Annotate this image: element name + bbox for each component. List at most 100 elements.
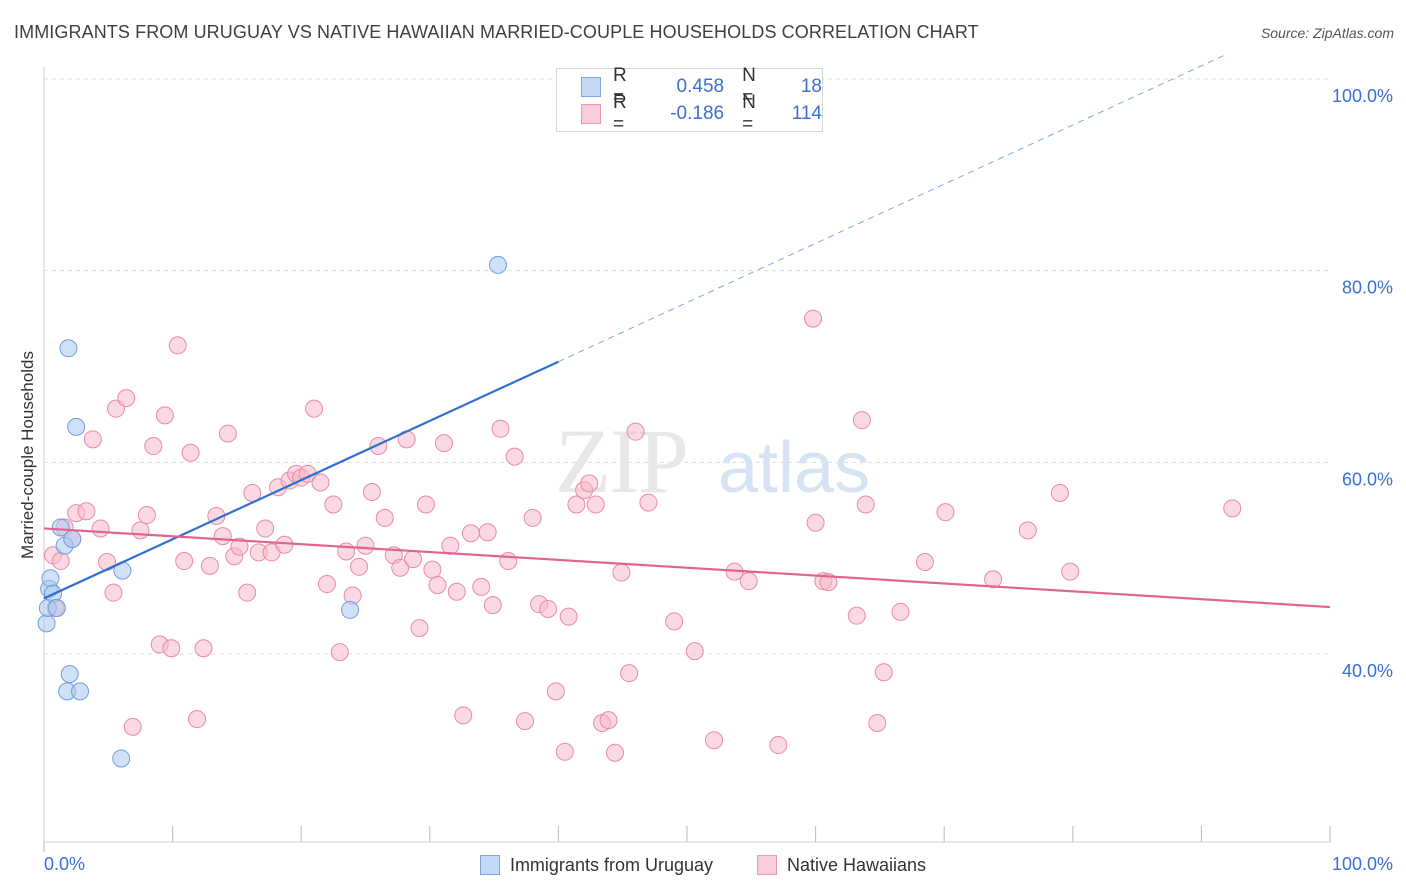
hawaiian-point xyxy=(936,503,955,522)
hawaiian-point xyxy=(478,523,497,542)
hawaiian-point xyxy=(984,570,1003,589)
hawaiian-point xyxy=(131,521,150,540)
hawaiian-point xyxy=(51,552,70,571)
hawaiian-point xyxy=(819,573,838,592)
legend-swatch-hawaiians xyxy=(581,104,601,124)
hawaiian-point xyxy=(324,495,343,514)
hawaiian-point xyxy=(83,430,102,449)
y-tick-label: 40.0% xyxy=(1342,661,1393,681)
hawaiian-point xyxy=(98,553,117,571)
hawaiian-point xyxy=(599,711,618,730)
hawaiian-point xyxy=(362,483,381,502)
legend-swatch-uruguay xyxy=(479,855,500,875)
hawaiian-point xyxy=(685,642,704,661)
hawaiian-point xyxy=(483,596,502,615)
hawaiian-point xyxy=(123,717,142,736)
hawaiian-point xyxy=(612,563,631,582)
hawaiian-point xyxy=(188,710,207,729)
trend-lines xyxy=(43,54,1331,609)
hawaiian-point xyxy=(155,406,174,425)
legend-n-value: 114 xyxy=(791,103,822,124)
legend-r-value: 0.458 xyxy=(676,76,725,97)
hawaiian-point xyxy=(639,493,658,512)
legend-row-uruguay: R = 0.458 N = 18 xyxy=(581,65,822,108)
hawaiian-point xyxy=(238,583,257,602)
hawaiian-point xyxy=(605,743,624,762)
hawaiian-point xyxy=(806,513,825,532)
hawaiian-point xyxy=(168,336,187,355)
hawaiian-point xyxy=(620,664,639,683)
hawaiian-point xyxy=(665,612,684,631)
hawaiian-point xyxy=(705,731,724,750)
chart-title: IMMIGRANTS FROM URUGUAY VS NATIVE HAWAII… xyxy=(14,22,979,42)
hawaiian-point xyxy=(447,582,466,601)
hawaiian-point xyxy=(317,575,336,594)
legend-row-hawaiians: R = -0.186 N = 114 xyxy=(581,92,822,135)
hawaiian-point xyxy=(369,437,388,456)
legend-swatch-hawaiians xyxy=(757,855,777,875)
hawaiian-point xyxy=(404,550,423,569)
uruguay-point xyxy=(341,600,360,619)
hawaiian-point xyxy=(461,524,480,543)
axes xyxy=(43,67,1331,852)
hawaiian-point xyxy=(434,434,453,453)
hawaiian-point xyxy=(104,583,123,602)
legend-item-uruguay[interactable]: Immigrants from Uruguay xyxy=(479,855,713,876)
hawaiian-point xyxy=(77,502,96,521)
watermark: ZIP atlas xyxy=(555,410,870,512)
hawaiian-point xyxy=(416,495,435,514)
hawaiian-point xyxy=(441,536,460,555)
hawaiian-point xyxy=(144,437,163,456)
hawaiian-point xyxy=(256,519,275,538)
hawaiian-point xyxy=(218,424,237,443)
y-axis-label: Married-couple Households xyxy=(18,351,37,559)
hawaiian-point xyxy=(505,447,524,466)
hawaiian-point xyxy=(868,714,887,732)
uruguay-point xyxy=(71,682,90,701)
legend-r-label: R = xyxy=(612,65,627,108)
hawaiian-point xyxy=(1223,499,1242,518)
uruguay-point xyxy=(488,255,507,274)
hawaiian-point xyxy=(915,553,934,571)
watermark-atlas: atlas xyxy=(718,428,870,508)
hawaiian-point xyxy=(275,535,294,554)
x-tick-label: 0.0% xyxy=(44,854,85,874)
hawaiian-point xyxy=(194,639,213,658)
legend-n-label: N = xyxy=(742,65,756,108)
correlation-legend: R = 0.458 N = 18 R = -0.186 N = 114 xyxy=(556,65,823,135)
hawaiian-point xyxy=(350,557,369,576)
hawaiian-trend-line xyxy=(43,527,1331,609)
uruguay-trend-extension xyxy=(558,54,1226,363)
hawaiian-point xyxy=(330,643,349,662)
tick-labels: 40.0% 60.0% 80.0% 100.0% 0.0% 100.0% xyxy=(44,86,1393,874)
native-hawaiians-points xyxy=(44,309,1242,762)
legend-item-hawaiians[interactable]: Native Hawaiians xyxy=(757,855,926,876)
uruguay-point xyxy=(37,614,56,633)
legend-label-hawaiians: Native Hawaiians xyxy=(787,854,927,875)
hawaiian-point xyxy=(1061,562,1080,581)
hawaiian-point xyxy=(375,508,394,527)
hawaiian-point xyxy=(580,474,599,493)
hawaiian-point xyxy=(515,712,534,731)
hawaiian-point xyxy=(91,519,110,538)
hawaiian-point xyxy=(311,473,330,492)
hawaiian-point xyxy=(230,537,249,556)
hawaiian-point xyxy=(891,602,910,621)
legend-swatch-uruguay xyxy=(581,77,601,97)
hawaiian-point xyxy=(769,736,788,755)
hawaiian-point xyxy=(391,558,410,577)
hawaiian-point xyxy=(586,495,605,514)
hawaiian-point xyxy=(804,309,823,328)
hawaiian-point xyxy=(117,389,136,408)
legend-n-value: 18 xyxy=(800,76,822,97)
uruguay-point xyxy=(60,665,79,684)
uruguay-point xyxy=(41,569,60,588)
hawaiian-point xyxy=(491,419,510,438)
y-tick-label: 60.0% xyxy=(1342,469,1393,489)
hawaiian-point xyxy=(539,599,558,618)
hawaiian-point xyxy=(523,508,542,527)
hawaiian-point xyxy=(626,422,645,441)
uruguay-point xyxy=(67,417,86,436)
hawaiian-point xyxy=(1018,521,1037,540)
